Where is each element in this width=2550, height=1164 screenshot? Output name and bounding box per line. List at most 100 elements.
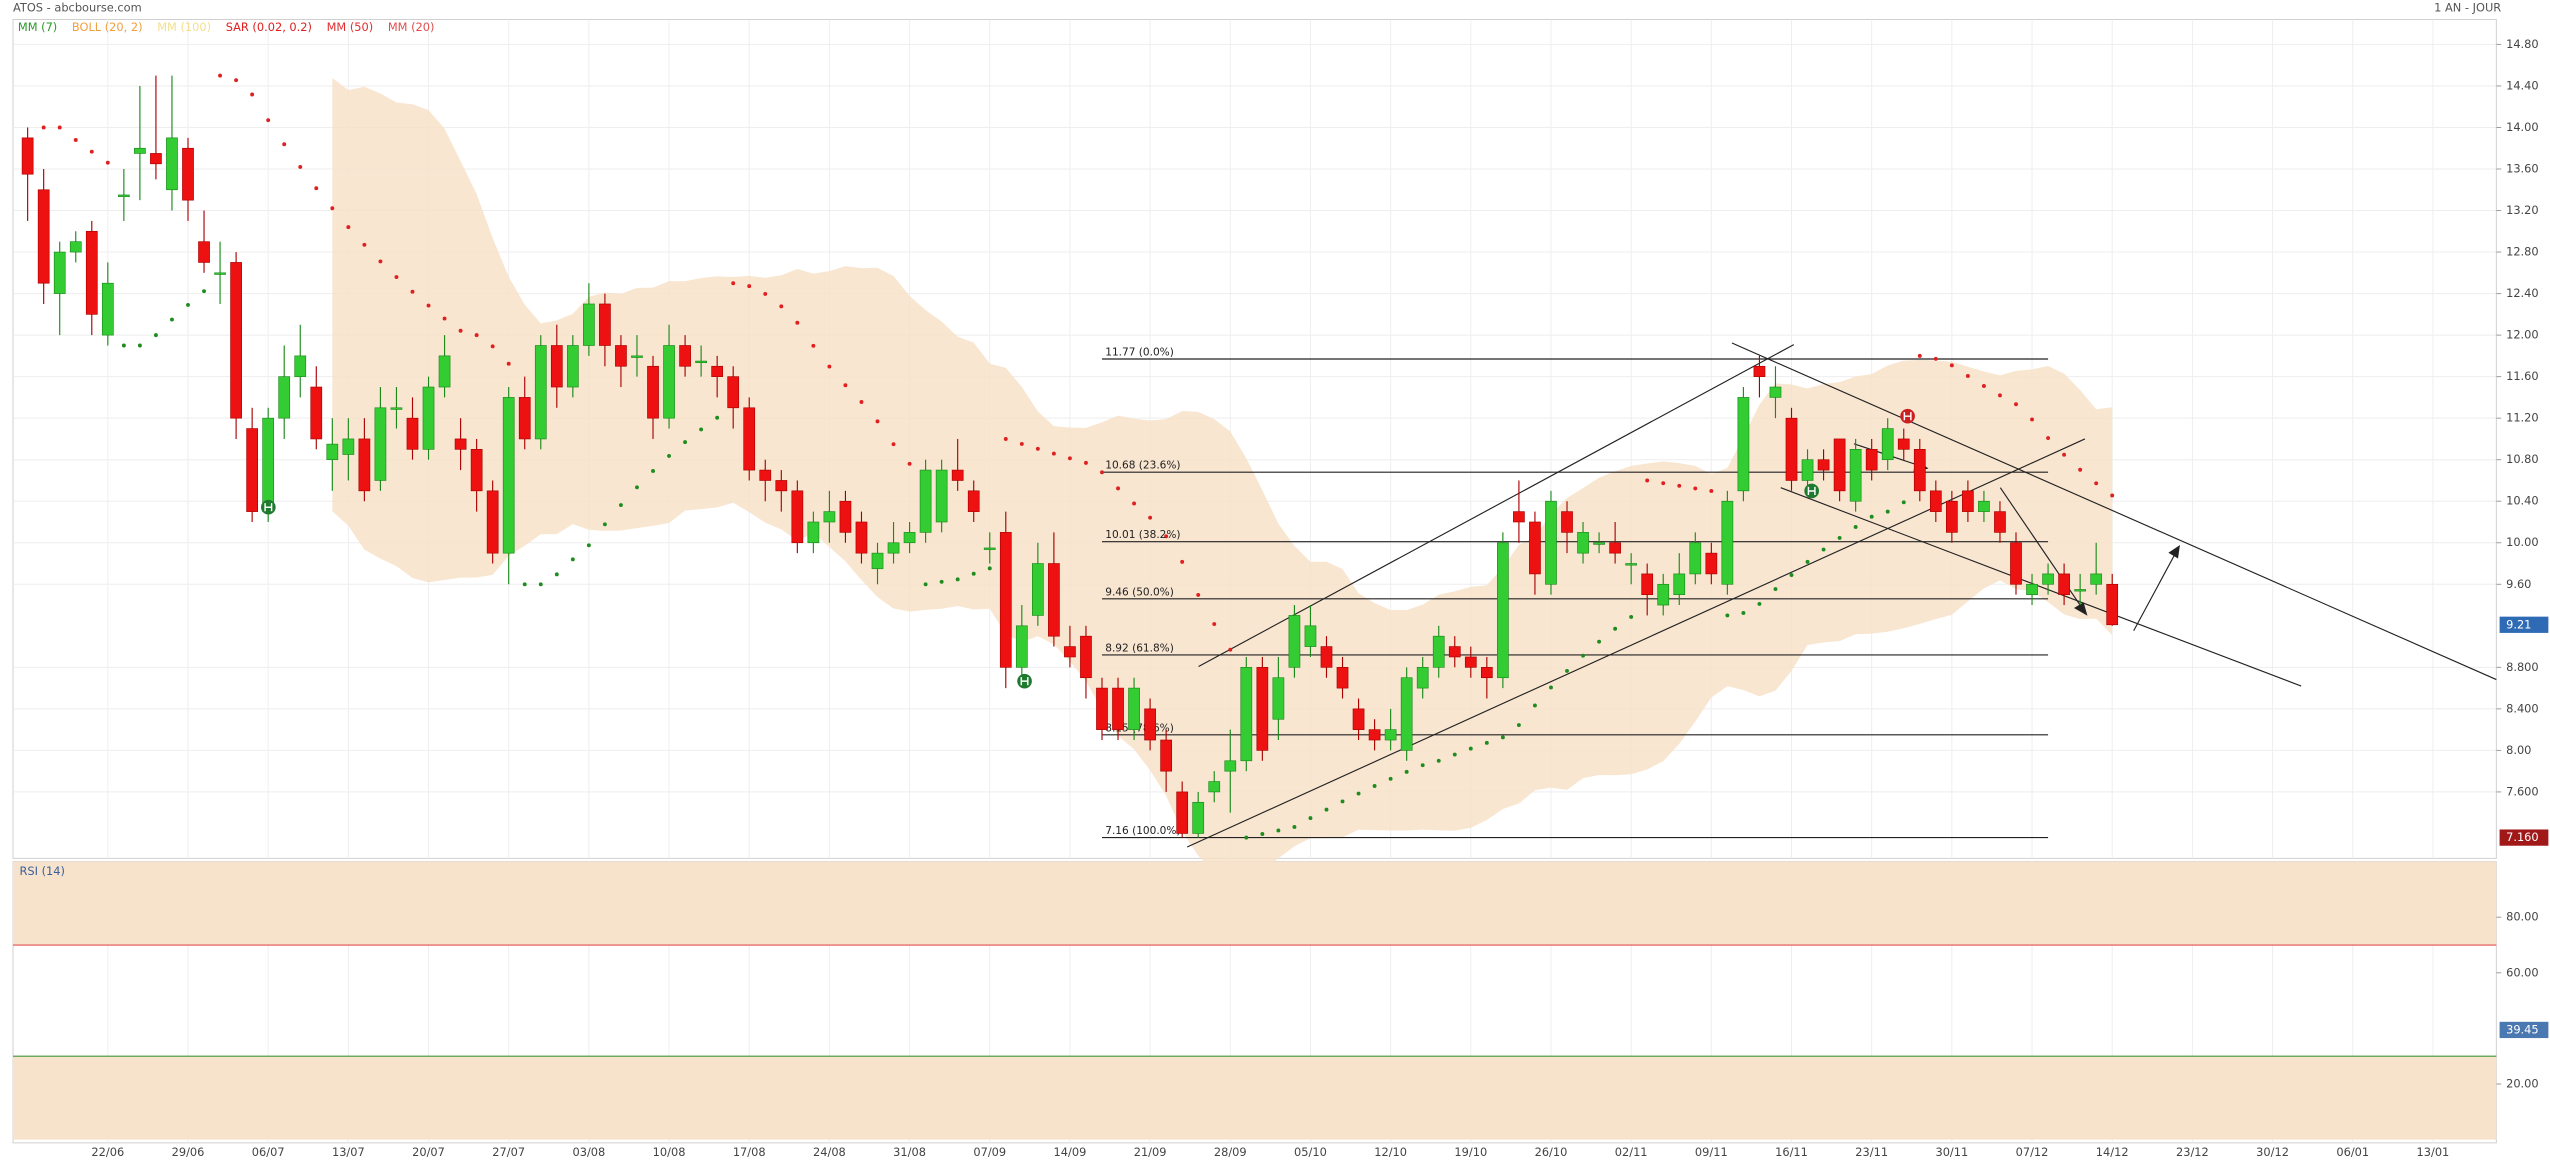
candle-body [663,345,675,419]
sar-dot [875,419,880,424]
sar-dot [923,582,928,587]
sar-dot [1420,763,1425,768]
sar-dot [1549,685,1553,690]
sar-dot [1869,514,1874,519]
candle-body [502,397,515,554]
sar-dot [699,427,704,432]
candle-body [1801,459,1814,481]
sar-dot [1051,451,1056,456]
y-tick-label: 12.80 [2506,245,2539,259]
x-tick-label: 12/10 [1374,1145,1407,1159]
candle-body [2106,583,2119,626]
y-tick-label: 10.00 [2506,535,2539,549]
sar-dot [1452,752,1457,757]
x-tick-label: 30/11 [1935,1145,1968,1159]
sar-dot [394,275,399,279]
pattern-markers [261,408,1915,689]
sar-dot [1901,500,1906,505]
candle-body [294,355,307,377]
candle-body [1689,542,1702,575]
sar-dot [522,582,527,587]
sar-dot [490,344,495,349]
x-tick-label: 21/09 [1134,1145,1167,1159]
candle-body [1657,583,1670,606]
sar-dot [1965,374,1970,378]
y-tick-label: 7.600 [2506,784,2539,798]
candle-body [390,407,403,410]
candle-body [518,397,531,440]
sar-dot [474,333,479,338]
y-tick-label: 20.00 [2506,1077,2539,1091]
y-tick-label: 13.20 [2506,203,2539,217]
candle-body [903,532,916,544]
sar-dot [1260,832,1265,836]
sar-dot [1885,509,1890,514]
sar-dot [1308,816,1313,821]
candle-body [438,355,451,388]
candle-body [1256,667,1269,751]
sar-dot [426,303,431,308]
trend-line [1198,344,1795,668]
x-tick-label: 14/12 [2096,1145,2129,1159]
y-tick-label: 14.40 [2506,78,2539,92]
pattern-glyph [1807,486,1816,496]
candle-body [2042,573,2054,585]
candle-body [743,407,756,471]
trend-line [1780,487,2302,687]
sar-dot [1484,740,1489,745]
legend-item: MM (50) [327,20,374,34]
rsi-zone [13,1056,2497,1140]
candle-body [1048,563,1060,637]
sar-dot [570,557,575,562]
pattern-glyph [1020,677,1029,686]
x-tick-label: 26/10 [1535,1145,1568,1159]
sar-dot [153,333,158,338]
sar-dot [57,125,62,130]
candle-body [1545,500,1557,585]
candle-body [1577,532,1589,554]
sar-dot [1821,547,1826,552]
sar-dot [330,206,335,211]
candle-body [1032,563,1044,616]
sar-dot [218,73,223,78]
min-price-label: 7.160 [2506,830,2539,844]
sar-dot [1917,353,1922,358]
sar-dot [1019,441,1024,446]
back-layer [13,19,2497,1143]
pattern-glyph [1903,412,1912,421]
sar-dot [1661,481,1666,486]
x-tick-label: 29/06 [172,1145,205,1159]
y-tick-label: 9.60 [2506,577,2531,591]
sar-dot [1645,478,1650,483]
x-tick-label: 10/08 [653,1145,686,1159]
candle-body [1673,573,1686,595]
sar-dot [1035,446,1040,451]
sar-dot [955,577,960,582]
candle-body [679,345,691,367]
candle-body [1721,500,1734,585]
sar-dot [1292,825,1297,829]
sar-dot [1340,799,1345,804]
legend-item: MM (7) [18,20,57,34]
candle-body [1833,438,1846,492]
candle-body [1160,739,1172,772]
sar-dot [1003,436,1008,441]
sar-dot [538,582,543,587]
sar-dot [1067,456,1072,461]
arrow [1999,487,2087,615]
candle-body [727,376,740,409]
sar-dot [1773,587,1778,591]
fibonacci-label: 8.92 (61.8%) [1105,642,1174,654]
candle-body [1208,781,1221,793]
sar-dot [667,453,672,458]
x-tick-label: 13/01 [2417,1145,2450,1159]
sar-dot [1276,828,1281,833]
sar-dot [843,383,848,388]
candle-body [983,547,996,550]
sar-dot [827,364,832,369]
candle-body [1432,635,1445,668]
legend-item: MM (100) [157,20,211,34]
sar-dot [618,503,623,507]
candle-body [1272,677,1285,720]
candle-body [1897,438,1910,450]
